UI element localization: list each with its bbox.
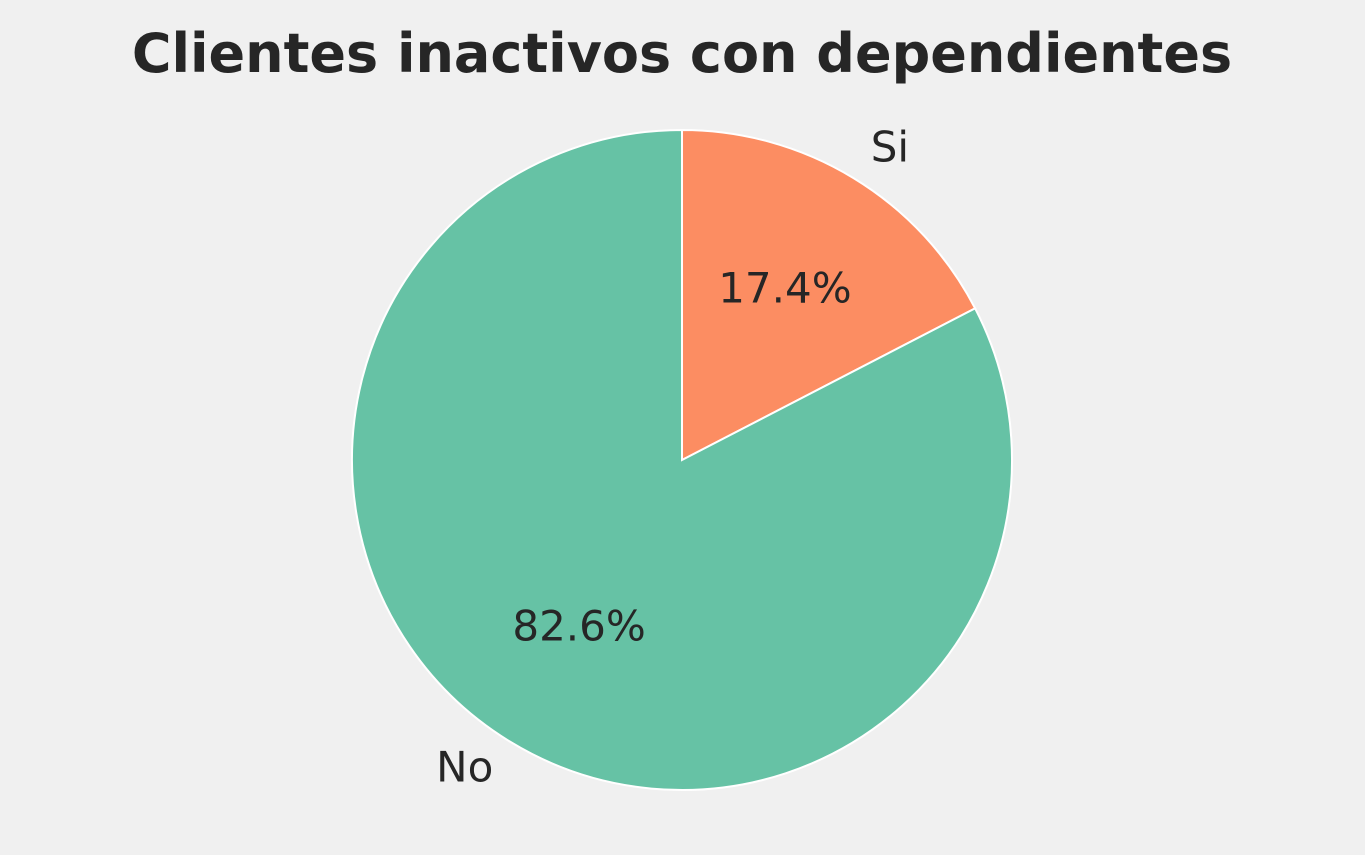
slice-label-no: No [436, 743, 493, 792]
slice-value-label-no: 82.6% [512, 602, 645, 651]
pie-labels: Si 17.4% No 82.6% [436, 122, 909, 791]
pie-slice-no [351, 128, 1013, 791]
chart-title: Clientes inactivos con dependientes [132, 22, 1232, 85]
slice-label-si: Si [871, 122, 909, 171]
pie-slice-si [681, 128, 977, 462]
slice-value-label-si: 17.4% [718, 263, 851, 312]
pie-slices [351, 128, 1013, 791]
